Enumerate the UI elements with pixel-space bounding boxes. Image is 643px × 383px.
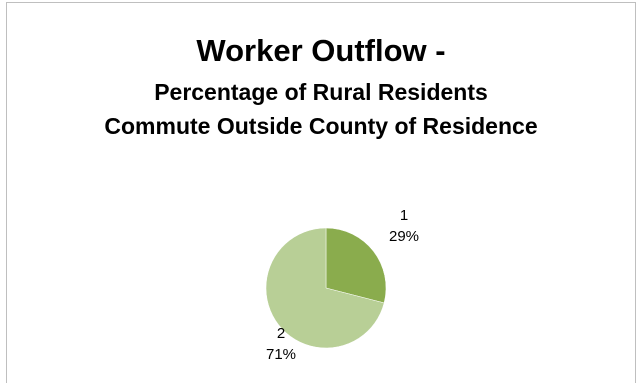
slice-percent-label: 29% [389, 228, 419, 245]
pie-slice-2 [265, 227, 385, 349]
slice-category-label: 1 [400, 207, 408, 224]
chart-title: Worker Outflow - [196, 33, 446, 68]
chart-subtitle: Percentage of Rural Residents Commute Ou… [104, 79, 538, 139]
slice-category-label: 2 [277, 325, 285, 342]
slice-percent-label: 71% [266, 346, 296, 363]
title-block: Worker Outflow - Percentage of Rural Res… [7, 31, 635, 143]
pie-slice-1 [325, 227, 387, 304]
